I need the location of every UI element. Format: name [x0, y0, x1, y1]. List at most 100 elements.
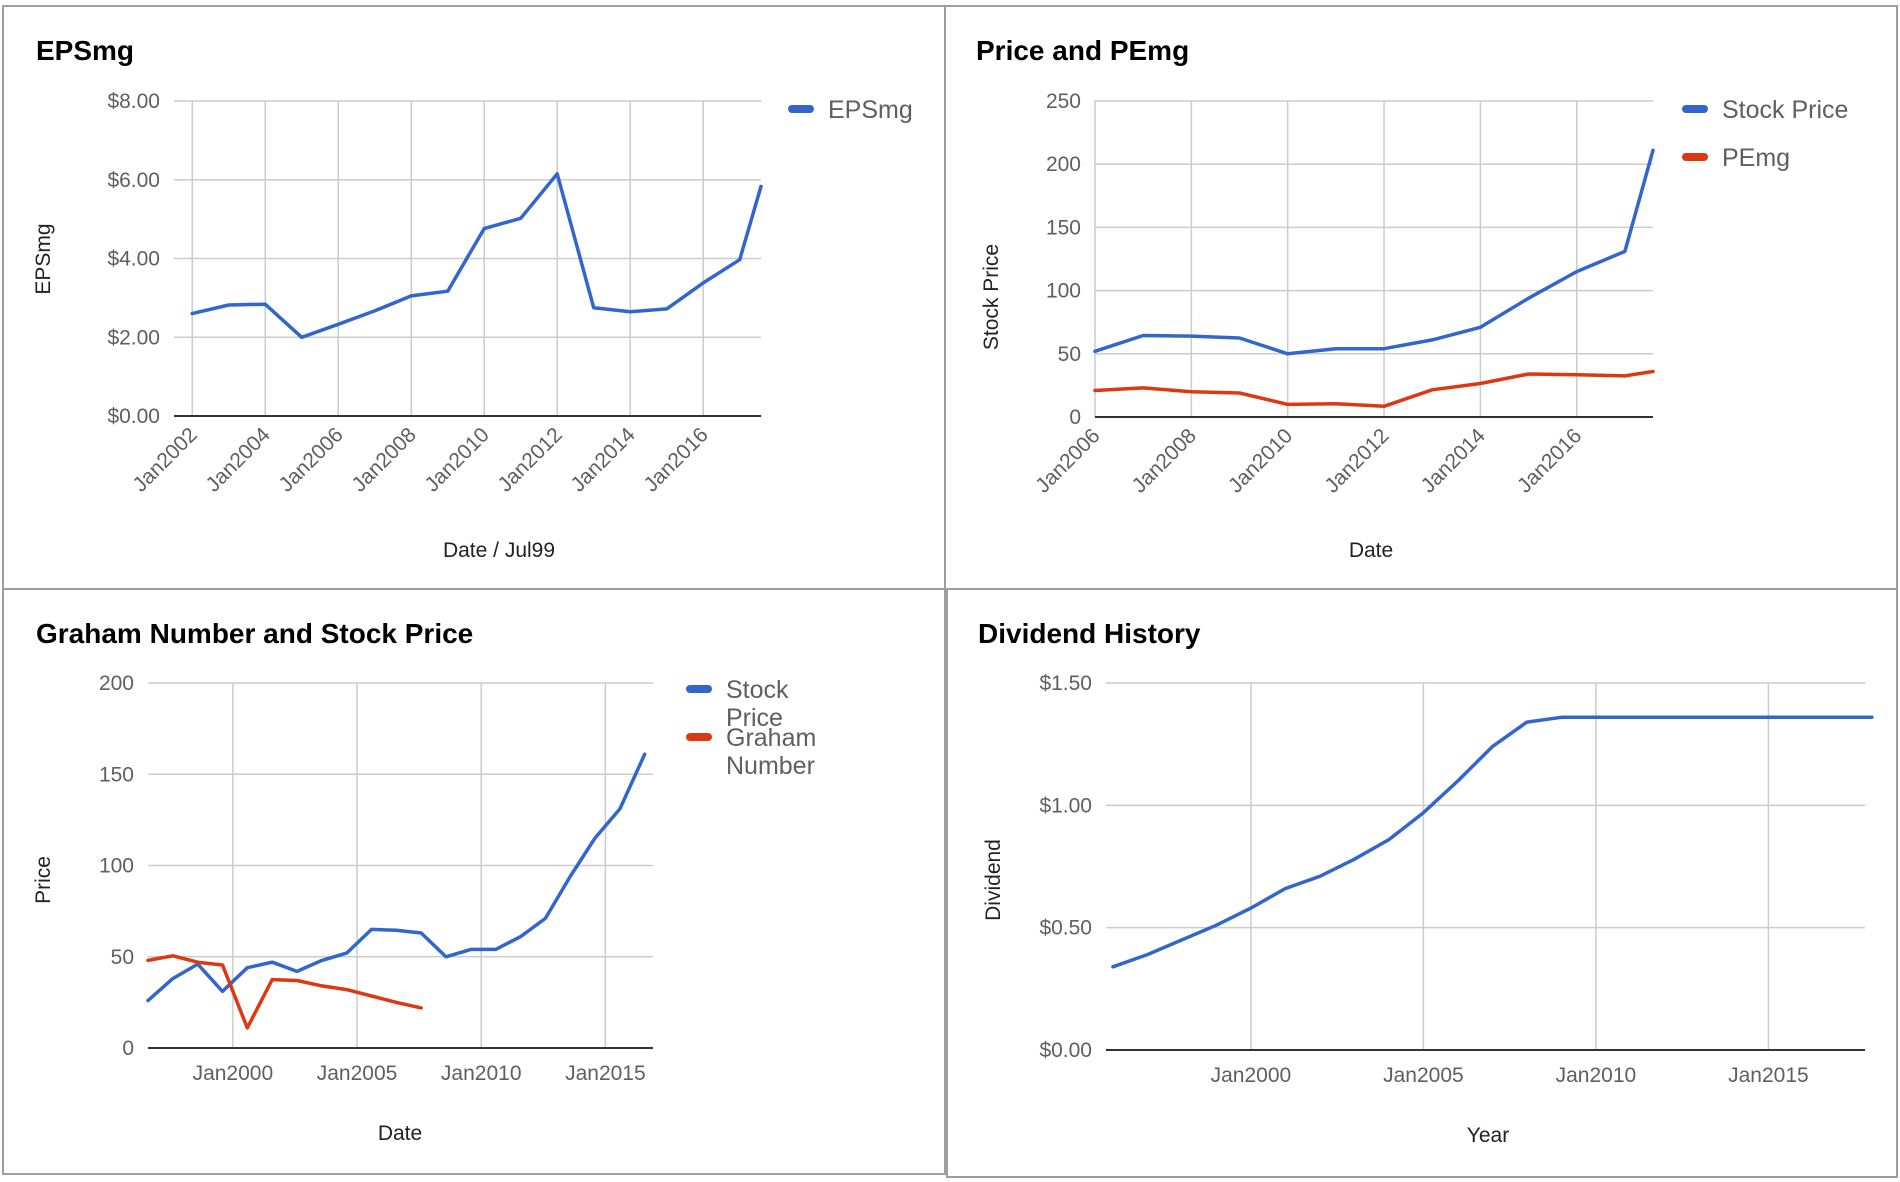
data-point[interactable] [334, 320, 342, 328]
data-point[interactable] [541, 914, 549, 922]
data-point[interactable] [1592, 713, 1600, 721]
data-point[interactable] [188, 310, 196, 318]
data-point[interactable] [1661, 713, 1669, 721]
data-point[interactable] [407, 292, 415, 300]
data-point[interactable] [736, 256, 744, 264]
data-point[interactable] [616, 805, 624, 813]
data-point[interactable] [1281, 885, 1289, 893]
data-point[interactable] [1143, 951, 1151, 959]
data-point[interactable] [492, 945, 500, 953]
data-point[interactable] [1380, 402, 1388, 410]
data-point[interactable] [243, 1024, 251, 1032]
data-point[interactable] [553, 170, 561, 178]
data-point[interactable] [1139, 332, 1147, 340]
data-point[interactable] [1621, 247, 1629, 255]
data-point[interactable] [1284, 350, 1292, 358]
series-line-epsmg[interactable] [190, 172, 763, 340]
data-point[interactable] [1332, 400, 1340, 408]
data-point[interactable] [442, 953, 450, 961]
data-point[interactable] [144, 997, 152, 1005]
data-point[interactable] [591, 834, 599, 842]
data-point[interactable] [1799, 713, 1807, 721]
data-point[interactable] [194, 958, 202, 966]
data-point[interactable] [293, 967, 301, 975]
data-point[interactable] [1523, 718, 1531, 726]
data-point[interactable] [517, 933, 525, 941]
data-point[interactable] [1695, 713, 1703, 721]
data-point[interactable] [1525, 370, 1533, 378]
data-point[interactable] [1649, 368, 1657, 376]
data-point[interactable] [261, 300, 269, 308]
data-point[interactable] [1488, 743, 1496, 751]
data-point[interactable] [1833, 713, 1841, 721]
data-point[interactable] [1476, 380, 1484, 388]
data-point[interactable] [444, 287, 452, 295]
data-point[interactable] [1730, 713, 1738, 721]
data-point[interactable] [1091, 387, 1099, 395]
data-point[interactable] [368, 925, 376, 933]
data-point[interactable] [1385, 836, 1393, 844]
data-point[interactable] [392, 926, 400, 934]
data-point[interactable] [1573, 371, 1581, 379]
data-point[interactable] [343, 949, 351, 957]
data-point[interactable] [626, 308, 634, 316]
chart-price-pe[interactable]: Price and PEmg 0 50 100 150 200 250 Jan2006 Jan2… [944, 5, 1898, 590]
data-point[interactable] [144, 956, 152, 964]
data-point[interactable] [298, 333, 306, 341]
data-point[interactable] [392, 998, 400, 1006]
data-point[interactable] [169, 952, 177, 960]
data-point[interactable] [1764, 713, 1772, 721]
data-point[interactable] [1626, 713, 1634, 721]
series-line-graham-number[interactable] [146, 954, 423, 1030]
data-point[interactable] [1236, 334, 1244, 342]
data-point[interactable] [1350, 855, 1358, 863]
data-point[interactable] [293, 977, 301, 985]
data-point[interactable] [1247, 904, 1255, 912]
data-point[interactable] [1525, 294, 1533, 302]
data-point[interactable] [566, 873, 574, 881]
data-point[interactable] [663, 305, 671, 313]
data-point[interactable] [1091, 347, 1099, 355]
data-point[interactable] [699, 279, 707, 287]
data-point[interactable] [1428, 336, 1436, 344]
data-point[interactable] [757, 182, 765, 190]
data-point[interactable] [268, 958, 276, 966]
data-point[interactable] [1187, 332, 1195, 340]
series-line-stock-price[interactable] [1093, 148, 1655, 356]
data-point[interactable] [1178, 936, 1186, 944]
data-point[interactable] [1380, 345, 1388, 353]
data-point[interactable] [1428, 386, 1436, 394]
data-point[interactable] [1419, 809, 1427, 817]
data-point[interactable] [343, 986, 351, 994]
data-point[interactable] [1573, 268, 1581, 276]
chart-dividend[interactable]: Dividend History $0.00 $0.50 $1.00 $1.50 Jan2… [946, 588, 1898, 1178]
data-point[interactable] [517, 214, 525, 222]
data-point[interactable] [243, 964, 251, 972]
data-point[interactable] [169, 975, 177, 983]
data-point[interactable] [467, 945, 475, 953]
data-point[interactable] [1139, 384, 1147, 392]
data-point[interactable] [1236, 389, 1244, 397]
data-point[interactable] [219, 987, 227, 995]
series-line-pemg[interactable] [1093, 369, 1655, 409]
data-point[interactable] [1621, 372, 1629, 380]
series-line-dividend[interactable] [1111, 715, 1874, 969]
data-point[interactable] [219, 961, 227, 969]
data-point[interactable] [1649, 146, 1657, 154]
data-point[interactable] [641, 750, 649, 758]
data-point[interactable] [225, 301, 233, 309]
data-point[interactable] [1316, 872, 1324, 880]
data-point[interactable] [1332, 345, 1340, 353]
chart-graham[interactable]: Graham Number and Stock Price 0 50 100 150 20… [2, 588, 946, 1175]
data-point[interactable] [1454, 777, 1462, 785]
data-point[interactable] [1284, 400, 1292, 408]
chart-eps[interactable]: EPSmg $0.00 $2.00 $4.00 $6.00 $8.00 Jan2002 Jan… [2, 5, 946, 590]
data-point[interactable] [1212, 921, 1220, 929]
data-point[interactable] [371, 307, 379, 315]
data-point[interactable] [368, 992, 376, 1000]
data-point[interactable] [1109, 963, 1117, 971]
data-point[interactable] [480, 225, 488, 233]
data-point[interactable] [417, 1004, 425, 1012]
data-point[interactable] [318, 956, 326, 964]
data-point[interactable] [1557, 713, 1565, 721]
